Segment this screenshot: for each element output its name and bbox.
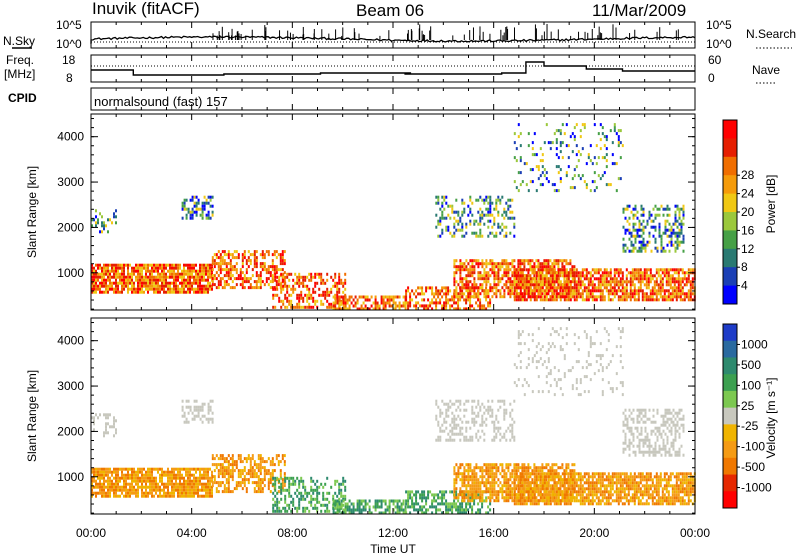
colorbar-tick-label: 25 bbox=[741, 399, 755, 413]
colorbar-swatch bbox=[723, 340, 737, 358]
velocity-heatmap-data bbox=[91, 327, 696, 515]
colorbar-swatch bbox=[723, 457, 737, 476]
time-tick-label: 16:00 bbox=[479, 526, 509, 540]
colorbar-tick-label: 28 bbox=[741, 168, 755, 182]
range-tick-label: 1000 bbox=[57, 266, 84, 280]
colorbar-swatch bbox=[723, 324, 737, 342]
range-tick-label: 3000 bbox=[57, 175, 84, 189]
time-axis-label: Time UT bbox=[370, 542, 416, 554]
colorbar-swatch bbox=[723, 390, 737, 409]
power-heatmap-data bbox=[91, 123, 696, 311]
colorbar-tick-label: 12 bbox=[741, 242, 755, 256]
noise-right-top-tick: 10^5 bbox=[706, 18, 732, 32]
nsky-label: N.Sky bbox=[3, 34, 35, 48]
colorbar-tick-label: 1000 bbox=[741, 337, 768, 351]
range-tick-label: 4000 bbox=[57, 130, 84, 144]
velocity-colorbar-label: Velocity [m s⁻¹] bbox=[764, 377, 778, 458]
nave-right-top-tick: 60 bbox=[708, 53, 722, 67]
time-axis-ticks: 00:00 04:00 08:00 12:00 16:00 20:00 00:00 bbox=[76, 22, 710, 540]
colorbar-swatch bbox=[723, 212, 737, 231]
colorbar-tick-label: 24 bbox=[741, 187, 755, 201]
time-tick-label: 04:00 bbox=[177, 526, 207, 540]
range-tick-label: 1000 bbox=[57, 470, 84, 484]
range-tick-label: 2000 bbox=[57, 220, 84, 234]
colorbar-tick-label: 20 bbox=[741, 205, 755, 219]
noise-trace bbox=[90, 24, 696, 44]
noise-right-bottom-tick: 10^0 bbox=[706, 37, 732, 51]
colorbar-tick-label: 8 bbox=[741, 260, 748, 274]
colorbar-swatch bbox=[723, 230, 737, 250]
colorbar-swatch bbox=[723, 407, 737, 425]
colorbar-swatch bbox=[723, 491, 737, 509]
noise-left-bottom-tick: 10^0 bbox=[56, 37, 82, 51]
time-tick-label: 00:00 bbox=[76, 526, 106, 540]
colorbar-swatch bbox=[723, 138, 737, 158]
colorbar-swatch bbox=[723, 248, 737, 268]
time-tick-label: 08:00 bbox=[277, 526, 307, 540]
freq-left-top-tick: 18 bbox=[62, 53, 76, 67]
range-tick-label: 2000 bbox=[57, 424, 84, 438]
colorbar-tick-label: -100 bbox=[741, 440, 765, 454]
power-ylabel: Slant Range [km] bbox=[25, 166, 39, 258]
time-tick-label: 12:00 bbox=[378, 526, 408, 540]
freq-label-line2: [MHz] bbox=[4, 67, 35, 81]
colorbar-swatch bbox=[723, 285, 737, 305]
nave-right-bottom-tick: 0 bbox=[708, 71, 715, 85]
power-colorbar-label: Power [dB] bbox=[764, 175, 778, 234]
colorbar-swatch bbox=[723, 193, 737, 213]
range-tick-label: 3000 bbox=[57, 379, 84, 393]
power-colorbar: 4 8 12 16 20 24 28 bbox=[722, 119, 755, 305]
cpid-value: normalsound (fast) 157 bbox=[94, 94, 228, 109]
colorbar-tick-label: 4 bbox=[741, 279, 748, 293]
colorbar-swatch bbox=[723, 424, 737, 442]
date-title: 11/Mar/2009 bbox=[592, 1, 686, 20]
velocity-axis-ticks: 1000 2000 3000 4000 bbox=[57, 322, 695, 514]
freq-trace bbox=[91, 61, 695, 76]
freq-label-line1: Freq. bbox=[6, 53, 34, 67]
colorbar-swatch bbox=[723, 474, 737, 492]
time-tick-label: 20:00 bbox=[579, 526, 609, 540]
freq-left-bottom-tick: 8 bbox=[66, 71, 73, 85]
power-axis-ticks: 1000 2000 3000 4000 bbox=[57, 118, 695, 310]
colorbar-tick-label: -1000 bbox=[741, 481, 772, 495]
beam-title: Beam 06 bbox=[356, 1, 424, 20]
colorbar-swatch bbox=[723, 156, 737, 176]
colorbar-swatch bbox=[723, 357, 737, 375]
station-title: Inuvik (fitACF) bbox=[92, 0, 200, 18]
nave-label: Nave bbox=[752, 63, 780, 77]
colorbar-swatch bbox=[723, 267, 737, 287]
nsearch-label: N.Search bbox=[746, 27, 796, 41]
range-tick-label: 4000 bbox=[57, 334, 84, 348]
time-tick-label: 00:00 bbox=[680, 526, 710, 540]
colorbar-tick-label: 500 bbox=[741, 358, 761, 372]
colorbar-tick-label: -500 bbox=[741, 460, 765, 474]
colorbar-tick-label: 100 bbox=[741, 378, 761, 392]
colorbar-tick-label: -25 bbox=[741, 419, 759, 433]
cpid-label: CPID bbox=[8, 91, 37, 105]
noise-left-top-tick: 10^5 bbox=[56, 18, 82, 32]
colorbar-swatch bbox=[723, 441, 737, 459]
velocity-ylabel: Slant Range [km] bbox=[25, 370, 39, 462]
colorbar-swatch bbox=[723, 374, 737, 392]
colorbar-swatch bbox=[723, 120, 737, 139]
velocity-colorbar: 1000 500 100 25 -25 -100 -500 -1000 bbox=[722, 323, 772, 509]
colorbar-tick-label: 16 bbox=[741, 223, 755, 237]
colorbar-swatch bbox=[723, 175, 737, 195]
